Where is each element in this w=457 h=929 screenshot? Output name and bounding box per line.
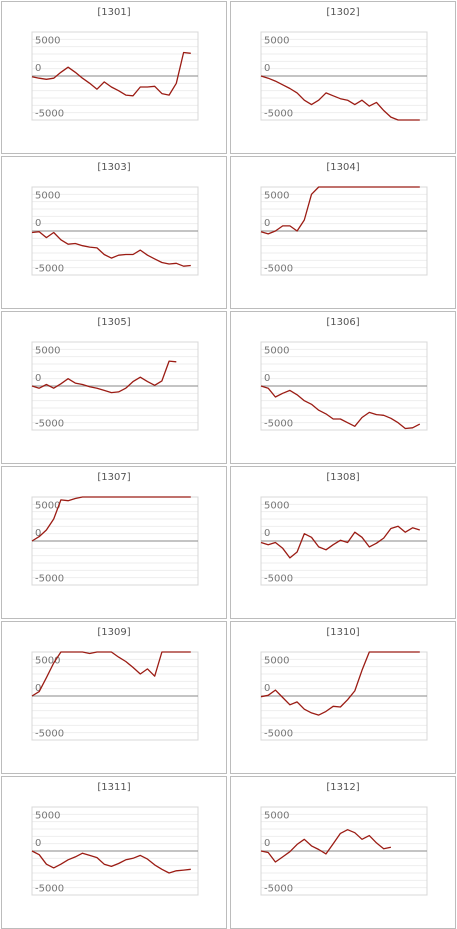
y-tick-label: -5000 (35, 264, 64, 275)
y-tick-label: -5000 (264, 729, 293, 740)
chart-panel: [1311] 5000 0 -5000 (1, 776, 227, 929)
y-tick-label: 5000 (35, 345, 60, 356)
series-line (31, 231, 191, 267)
chart-panel: [1301] 5000 0 -5000 (1, 1, 227, 154)
chart-panel: [1305] 5000 0 -5000 (1, 311, 227, 464)
series-line (31, 850, 191, 874)
y-tick-label: 0 (264, 683, 270, 694)
chart-title: [1311] (97, 782, 130, 793)
y-tick-label: 0 (264, 528, 270, 539)
y-tick-label: 0 (35, 63, 41, 74)
line-chart: [1304] 5000 0 -5000 (260, 162, 428, 276)
y-tick-label: -5000 (264, 884, 293, 895)
line-chart: [1301] 5000 0 -5000 (31, 7, 199, 121)
y-tick-label: -5000 (264, 574, 293, 585)
y-tick-label: -5000 (35, 109, 64, 120)
y-tick-label: 0 (35, 528, 41, 539)
line-chart: [1307] 5000 0 -5000 (31, 472, 199, 586)
chart-panel: [1308] 5000 0 -5000 (230, 466, 456, 619)
y-tick-label: 5000 (264, 810, 289, 821)
series-line (260, 829, 392, 863)
y-tick-label: 0 (264, 838, 270, 849)
y-tick-label: -5000 (35, 419, 64, 430)
y-tick-label: 5000 (35, 655, 60, 666)
y-tick-label: 5000 (264, 35, 289, 46)
series-line (31, 360, 177, 394)
line-chart: [1310] 5000 0 -5000 (260, 627, 428, 741)
y-tick-label: 0 (35, 373, 41, 384)
line-chart: [1303] 5000 0 -5000 (31, 162, 199, 276)
y-tick-label: -5000 (264, 109, 293, 120)
y-tick-label: -5000 (35, 729, 64, 740)
y-tick-label: 5000 (264, 655, 289, 666)
series-line (260, 385, 421, 430)
series-line (31, 51, 191, 97)
y-tick-label: 5000 (35, 35, 60, 46)
chart-panel: [1303] 5000 0 -5000 (1, 156, 227, 309)
y-tick-label: 5000 (35, 190, 60, 201)
line-chart: [1311] 5000 0 -5000 (31, 782, 199, 896)
line-chart: [1305] 5000 0 -5000 (31, 317, 199, 431)
y-tick-label: -5000 (35, 574, 64, 585)
chart-panel: [1307] 5000 0 -5000 (1, 466, 227, 619)
y-tick-label: -5000 (264, 264, 293, 275)
chart-title: [1310] (326, 627, 359, 638)
line-chart: [1306] 5000 0 -5000 (260, 317, 428, 431)
y-tick-label: 5000 (264, 500, 289, 511)
chart-title: [1301] (97, 7, 130, 18)
y-tick-label: -5000 (264, 419, 293, 430)
series-line (31, 651, 191, 697)
y-tick-label: 5000 (35, 810, 60, 821)
chart-title: [1306] (326, 317, 359, 328)
series-line (260, 651, 420, 716)
chart-title: [1305] (97, 317, 130, 328)
series-line (260, 525, 420, 559)
series-line (31, 496, 191, 542)
chart-title: [1302] (326, 7, 359, 18)
chart-panel: [1309] 5000 0 -5000 (1, 621, 227, 774)
y-tick-label: 0 (264, 373, 270, 384)
series-line (260, 75, 420, 121)
y-tick-label: 5000 (35, 500, 60, 511)
chart-title: [1309] (97, 627, 130, 638)
chart-panel: [1306] 5000 0 -5000 (230, 311, 456, 464)
chart-title: [1304] (326, 162, 359, 173)
y-tick-label: -5000 (35, 884, 64, 895)
y-tick-label: 5000 (264, 345, 289, 356)
y-tick-label: 0 (264, 218, 270, 229)
chart-title: [1303] (97, 162, 130, 173)
y-tick-label: 0 (35, 218, 41, 229)
chart-title: [1307] (97, 472, 130, 483)
line-chart: [1302] 5000 0 -5000 (260, 7, 428, 121)
line-chart: [1312] 5000 0 -5000 (260, 782, 428, 896)
chart-panel: [1304] 5000 0 -5000 (230, 156, 456, 309)
chart-title: [1308] (326, 472, 359, 483)
y-tick-label: 0 (35, 838, 41, 849)
series-line (260, 186, 420, 235)
line-chart: [1308] 5000 0 -5000 (260, 472, 428, 586)
y-tick-label: 5000 (264, 190, 289, 201)
y-tick-label: 0 (35, 683, 41, 694)
chart-panel: [1302] 5000 0 -5000 (230, 1, 456, 154)
y-tick-label: 0 (264, 63, 270, 74)
chart-panel: [1310] 5000 0 -5000 (230, 621, 456, 774)
chart-title: [1312] (326, 782, 359, 793)
chart-panel: [1312] 5000 0 -5000 (230, 776, 456, 929)
line-chart: [1309] 5000 0 -5000 (31, 627, 199, 741)
